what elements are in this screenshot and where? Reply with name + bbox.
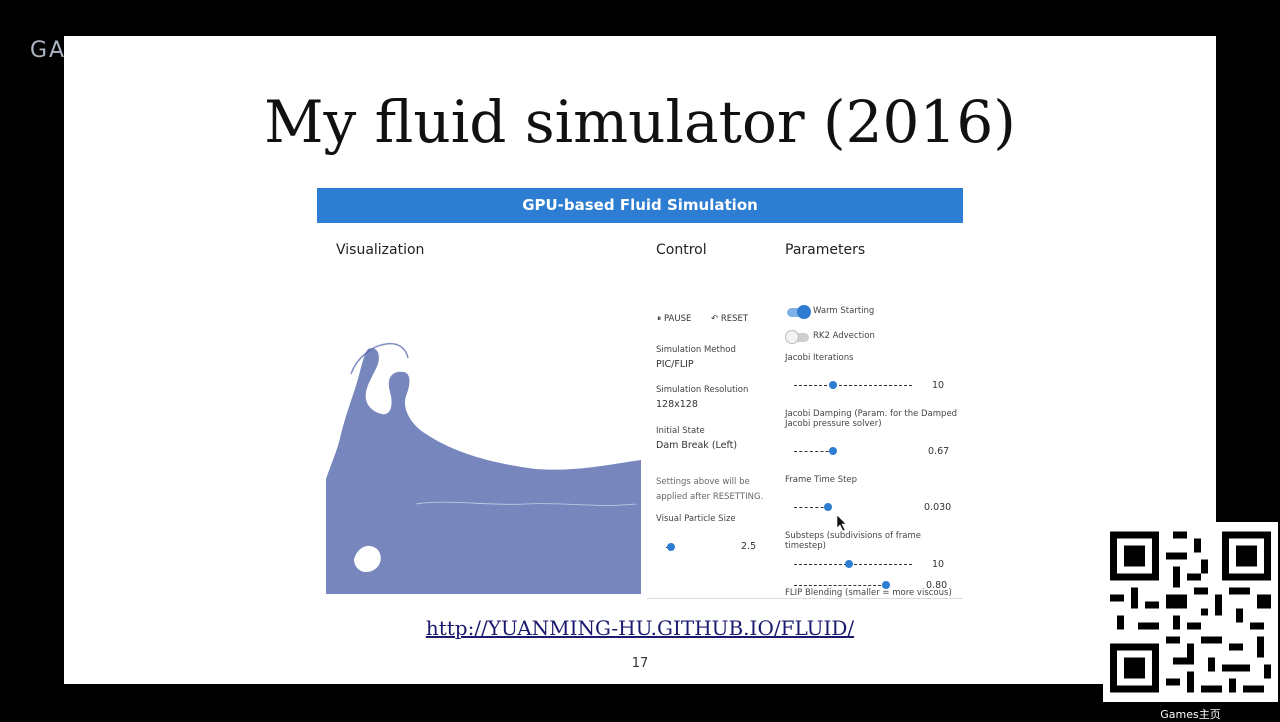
jacobi-damping-value: 0.67: [928, 446, 950, 457]
fluid-particles: [326, 348, 641, 594]
pause-label: PAUSE: [663, 314, 692, 324]
fluid-spray: [350, 342, 409, 375]
project-url-link[interactable]: http://YUANMING-HU.GITHUB.IO/FLUID/: [425, 616, 855, 640]
frame-time-step-slider[interactable]: [824, 503, 832, 511]
frame-time-step-track[interactable]: [794, 507, 829, 508]
jacobi-damping-label: Jacobi Damping (Param. for the Damped: [785, 409, 958, 419]
slide: My fluid simulator (2016) GPU-based Flui…: [64, 36, 1216, 684]
frame-time-step-value: 0.030: [924, 502, 952, 513]
resolution-select[interactable]: 128x128: [656, 399, 698, 410]
mouse-cursor: [836, 514, 847, 535]
qr-code: [1103, 522, 1278, 702]
reset-button[interactable]: ↶ RESET: [711, 314, 748, 324]
substeps-track[interactable]: [794, 564, 912, 565]
method-label: Simulation Method: [656, 345, 736, 355]
jacobi-damping-track[interactable]: [794, 451, 834, 452]
substeps-slider[interactable]: [845, 560, 853, 568]
jacobi-damping-slider[interactable]: [829, 447, 837, 455]
parameters-heading: Parameters: [785, 242, 866, 258]
app-header: GPU-based Fluid Simulation: [317, 188, 963, 223]
fluid-gap: [354, 545, 381, 573]
control-heading: Control: [656, 242, 707, 258]
cursor-icon: [836, 514, 847, 532]
flip-blending-slider[interactable]: [882, 581, 890, 589]
slide-title: My fluid simulator (2016): [264, 88, 1016, 156]
jacobi-iterations-track[interactable]: [794, 385, 912, 386]
panel-bottom-divider: [647, 598, 963, 599]
fluid-canvas[interactable]: [326, 274, 641, 598]
reset-icon: ↶: [711, 314, 719, 324]
rk2-advection-toggle[interactable]: [785, 330, 809, 344]
particle-size-slider[interactable]: [667, 543, 675, 551]
pause-icon: ⏸: [657, 314, 662, 324]
particle-size-value: 2.5: [741, 541, 757, 552]
method-select[interactable]: PIC/FLIP: [656, 359, 694, 370]
resolution-label: Simulation Resolution: [656, 385, 749, 395]
flip-blending-label: FLIP Blending (smaller = more viscous): [785, 588, 952, 598]
jacobi-iterations-label: Jacobi Iterations: [785, 353, 854, 363]
jacobi-iterations-value: 10: [932, 380, 945, 391]
page-number: 17: [631, 656, 649, 671]
jacobi-iterations-slider[interactable]: [829, 381, 837, 389]
watermark: GA: [30, 38, 67, 63]
pause-button[interactable]: ⏸ PAUSE: [657, 314, 691, 324]
warm-starting-label: Warm Starting: [813, 306, 875, 316]
jacobi-damping-label-2: Jacobi pressure solver): [785, 419, 882, 429]
substeps-label: Substeps (subdivisions of frame timestep…: [785, 531, 921, 551]
qr-caption: Games主页: [1160, 708, 1221, 721]
fluid-sim-app: GPU-based Fluid Simulation Visualization…: [317, 188, 963, 600]
reset-label: RESET: [720, 314, 749, 324]
fluid-ripple: [415, 501, 637, 506]
reset-hint-line1: Settings above will be: [656, 477, 750, 487]
warm-starting-toggle[interactable]: [787, 305, 811, 319]
rk2-advection-label: RK2 Advection: [813, 331, 875, 341]
initial-state-select[interactable]: Dam Break (Left): [656, 440, 738, 451]
reset-hint-line2: applied after RESETTING.: [656, 492, 764, 502]
flip-blending-track[interactable]: [794, 585, 886, 586]
particle-size-label: Visual Particle Size: [656, 514, 736, 524]
initial-state-label: Initial State: [656, 426, 705, 436]
visualization-heading: Visualization: [336, 242, 425, 258]
flip-blending-value: 0.80: [926, 580, 948, 591]
substeps-value: 10: [932, 559, 945, 570]
frame-time-step-label: Frame Time Step: [785, 475, 858, 485]
